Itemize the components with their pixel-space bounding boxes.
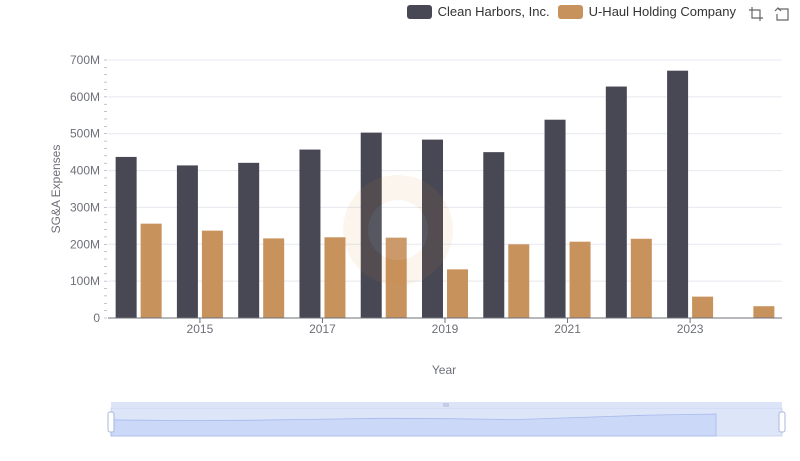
x-tick-label: 2015	[187, 322, 214, 336]
bar-clean-harbors-inc-2016[interactable]	[238, 162, 260, 318]
bar-u-haul-holding-company-2023[interactable]	[692, 296, 714, 318]
y-tick-label: 0	[93, 311, 100, 325]
y-tick-label: 100M	[70, 274, 100, 288]
legend-swatch-clean-harbors	[406, 4, 432, 19]
bar-clean-harbors-inc-2020[interactable]	[483, 152, 505, 318]
bar-clean-harbors-inc-2021[interactable]	[544, 119, 566, 318]
y-tick-label: 200M	[70, 237, 100, 251]
bar-clean-harbors-inc-2018[interactable]	[360, 132, 382, 318]
bar-u-haul-holding-company-2015[interactable]	[201, 230, 223, 318]
x-axis-ticks: 2015 2017 2019 2021 2023	[187, 318, 704, 336]
bar-u-haul-holding-company-2019[interactable]	[447, 269, 468, 318]
y-tick-label: 700M	[70, 53, 100, 67]
y-tick-label: 400M	[70, 164, 100, 178]
data-zoom-slider[interactable]	[107, 402, 786, 437]
bar-u-haul-holding-company-2014[interactable]	[140, 223, 162, 318]
x-tick-label: 2021	[554, 322, 581, 336]
data-zoom-selected-range[interactable]	[111, 408, 782, 436]
bar-clean-harbors-inc-2023[interactable]	[667, 70, 689, 318]
bar-u-haul-holding-company-2017[interactable]	[324, 237, 346, 318]
bar-u-haul-holding-company-2024[interactable]	[753, 306, 775, 318]
legend: Clean Harbors, Inc. U-Haul Holding Compa…	[406, 4, 736, 19]
data-zoom-right-handle[interactable]	[778, 411, 786, 433]
bar-u-haul-holding-company-2021[interactable]	[569, 241, 591, 318]
x-tick-label: 2017	[309, 322, 336, 336]
x-axis-title: Year	[432, 363, 456, 377]
legend-item-u-haul[interactable]: U-Haul Holding Company	[557, 4, 736, 19]
bar-u-haul-holding-company-2016[interactable]	[263, 238, 285, 318]
x-tick-label: 2023	[677, 322, 704, 336]
watermark-logo	[343, 175, 453, 285]
bar-u-haul-holding-company-2018[interactable]	[385, 237, 407, 318]
y-axis-ticks: 0 100M 200M 300M 400M 500M 600M 700M	[70, 53, 107, 325]
legend-label-u-haul: U-Haul Holding Company	[588, 4, 736, 19]
y-axis-title: SG&A Expenses	[49, 145, 63, 234]
bar-clean-harbors-inc-2017[interactable]	[299, 149, 321, 318]
bar-clean-harbors-inc-2022[interactable]	[605, 86, 627, 318]
legend-label-clean-harbors: Clean Harbors, Inc.	[437, 4, 550, 19]
toolbox	[748, 6, 790, 22]
bar-u-haul-holding-company-2022[interactable]	[630, 238, 652, 318]
legend-swatch-u-haul	[557, 4, 583, 19]
restore-icon[interactable]	[774, 6, 790, 22]
bar-u-haul-holding-company-2020[interactable]	[508, 244, 530, 318]
y-tick-label: 600M	[70, 90, 100, 104]
bar-clean-harbors-inc-2015[interactable]	[176, 165, 198, 318]
legend-item-clean-harbors[interactable]: Clean Harbors, Inc.	[406, 4, 550, 19]
zoom-icon[interactable]	[748, 6, 764, 22]
data-zoom-preview-area	[110, 413, 717, 437]
y-tick-label: 300M	[70, 200, 100, 214]
x-tick-label: 2019	[432, 322, 459, 336]
data-zoom-grip-icon[interactable]	[443, 403, 449, 407]
bar-clean-harbors-inc-2019[interactable]	[422, 139, 443, 318]
y-tick-label: 500M	[70, 127, 100, 141]
data-zoom-left-handle[interactable]	[107, 411, 115, 433]
bars	[115, 70, 775, 318]
bar-clean-harbors-inc-2014[interactable]	[115, 156, 137, 318]
